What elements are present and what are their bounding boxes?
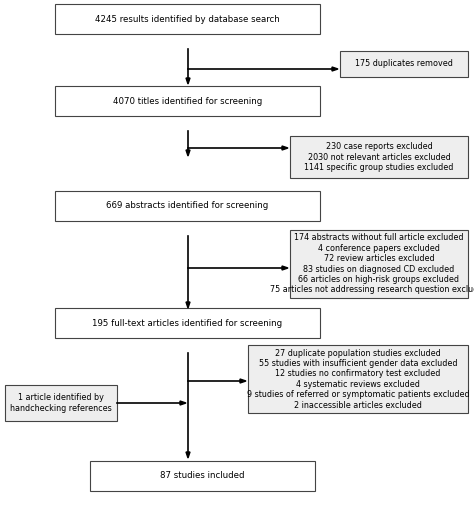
Bar bbox=[290, 230, 468, 298]
FancyArrow shape bbox=[240, 379, 246, 383]
Text: 27 duplicate population studies excluded
55 studies with insufficient gender dat: 27 duplicate population studies excluded… bbox=[246, 349, 469, 410]
Bar bbox=[248, 345, 468, 413]
Text: 669 abstracts identified for screening: 669 abstracts identified for screening bbox=[106, 201, 269, 210]
Bar bbox=[290, 136, 468, 178]
Bar bbox=[55, 191, 320, 221]
Bar bbox=[55, 86, 320, 116]
Bar bbox=[55, 4, 320, 34]
FancyArrow shape bbox=[282, 146, 288, 150]
Bar bbox=[55, 308, 320, 338]
Text: 175 duplicates removed: 175 duplicates removed bbox=[355, 59, 453, 68]
Text: 4245 results identified by database search: 4245 results identified by database sear… bbox=[95, 15, 280, 24]
Text: 1 article identified by
handchecking references: 1 article identified by handchecking ref… bbox=[10, 393, 112, 413]
FancyArrow shape bbox=[186, 150, 190, 156]
FancyArrow shape bbox=[282, 266, 288, 270]
Text: 195 full-text articles identified for screening: 195 full-text articles identified for sc… bbox=[92, 319, 283, 328]
Text: 174 abstracts without full article excluded
4 conference papers excluded
72 revi: 174 abstracts without full article exclu… bbox=[270, 234, 474, 295]
FancyArrow shape bbox=[180, 401, 186, 405]
Text: 87 studies included: 87 studies included bbox=[160, 471, 245, 480]
Bar bbox=[90, 461, 315, 491]
FancyArrow shape bbox=[186, 302, 190, 308]
Text: 4070 titles identified for screening: 4070 titles identified for screening bbox=[113, 96, 262, 106]
FancyArrow shape bbox=[186, 78, 190, 84]
Bar bbox=[5, 385, 117, 421]
FancyArrow shape bbox=[332, 67, 338, 71]
Bar bbox=[340, 51, 468, 77]
Text: 230 case reports excluded
2030 not relevant articles excluded
1141 specific grou: 230 case reports excluded 2030 not relev… bbox=[304, 142, 454, 172]
FancyArrow shape bbox=[186, 452, 190, 458]
